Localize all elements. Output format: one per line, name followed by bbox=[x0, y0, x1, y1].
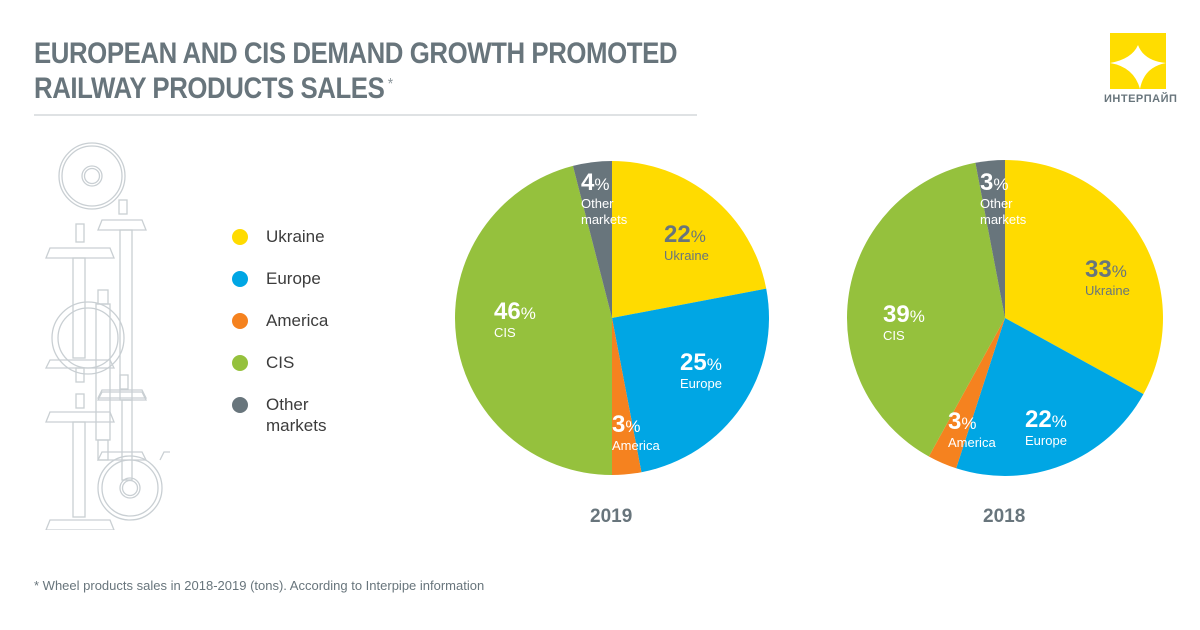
data-label-unit: % bbox=[909, 307, 925, 326]
legend-swatch-ukraine bbox=[232, 229, 248, 245]
data-label-unit: % bbox=[993, 175, 1009, 194]
legend-item-america: America bbox=[232, 310, 346, 352]
data-label-value: 39 bbox=[883, 301, 910, 328]
data-label-unit: % bbox=[690, 227, 706, 246]
data-label-category: Ukraine bbox=[664, 248, 709, 263]
data-label-category: CIS bbox=[883, 328, 905, 343]
pie-title-2018: 2018 bbox=[983, 506, 1026, 527]
data-label-category: CIS bbox=[494, 325, 516, 340]
title-line-2-text: RAILWAY PRODUCTS SALES bbox=[34, 72, 385, 105]
data-label-category: Europe bbox=[1025, 433, 1067, 448]
legend-item-other-markets: Other markets bbox=[232, 394, 346, 436]
data-label-category: America bbox=[948, 435, 996, 450]
data-label-category: Other markets bbox=[581, 196, 628, 227]
title-asterisk: * bbox=[387, 76, 393, 93]
data-label-value: 3 bbox=[948, 408, 962, 435]
data-label-unit: % bbox=[706, 355, 722, 374]
data-label-unit: % bbox=[1111, 262, 1127, 281]
interpipe-logo-icon bbox=[1110, 33, 1166, 89]
pie-2018-label-europe: 22% Europe bbox=[1025, 408, 1067, 449]
data-label-unit: % bbox=[594, 175, 610, 194]
legend-swatch-europe bbox=[232, 271, 248, 287]
pie-2018-slice-ukraine bbox=[1005, 160, 1163, 395]
legend-swatch-america bbox=[232, 313, 248, 329]
data-label-unit: % bbox=[520, 304, 536, 323]
legend-item-ukraine: Ukraine bbox=[232, 226, 346, 268]
data-label-unit: % bbox=[625, 417, 641, 436]
title-line-1: EUROPEAN AND CIS DEMAND GROWTH PROMOTED bbox=[34, 37, 678, 70]
data-label-unit: % bbox=[961, 414, 977, 433]
data-label-value: 4 bbox=[581, 169, 595, 196]
pie-2018-label-other-markets: 3% Other markets bbox=[980, 171, 1026, 228]
legend-swatch-cis bbox=[232, 355, 248, 371]
data-label-value: 33 bbox=[1085, 256, 1112, 283]
pie-2019-label-other-markets: 4% Other markets bbox=[581, 171, 627, 228]
data-label-value: 22 bbox=[664, 221, 691, 248]
chart-legend: Ukraine Europe America CIS Other markets bbox=[232, 226, 346, 436]
pie-2018-label-america: 3% America bbox=[948, 410, 996, 451]
pie-2019-label-cis: 46% CIS bbox=[494, 300, 536, 341]
data-label-category: Ukraine bbox=[1085, 283, 1130, 298]
data-label-unit: % bbox=[1051, 412, 1067, 431]
legend-label: Other markets bbox=[266, 395, 327, 435]
logo-text: ИНТЕРПАЙП bbox=[1104, 93, 1178, 105]
pie-2018-label-ukraine: 33% Ukraine bbox=[1085, 258, 1130, 299]
data-label-category: Other markets bbox=[980, 196, 1027, 227]
data-label-category: Europe bbox=[680, 376, 722, 391]
pie-2018-label-cis: 39% CIS bbox=[883, 303, 925, 344]
legend-label: Ukraine bbox=[266, 227, 325, 246]
pie-2019-label-america: 3% America bbox=[612, 413, 660, 454]
legend-label: Europe bbox=[266, 269, 321, 288]
data-label-category: America bbox=[612, 438, 660, 453]
legend-item-europe: Europe bbox=[232, 268, 346, 310]
data-label-value: 3 bbox=[612, 411, 626, 438]
pie-title-2019: 2019 bbox=[590, 506, 633, 527]
title-line-2: RAILWAY PRODUCTS SALES * bbox=[34, 71, 619, 106]
data-label-value: 46 bbox=[494, 298, 521, 325]
footnote: * Wheel products sales in 2018-2019 (ton… bbox=[34, 578, 485, 593]
legend-swatch-other-markets bbox=[232, 397, 248, 413]
legend-label: CIS bbox=[266, 353, 295, 372]
data-label-value: 3 bbox=[980, 169, 994, 196]
legend-label: America bbox=[266, 311, 329, 330]
data-label-value: 22 bbox=[1025, 406, 1052, 433]
legend-item-cis: CIS bbox=[232, 352, 346, 394]
pie-2019-label-ukraine: 22% Ukraine bbox=[664, 223, 709, 264]
pie-2019-label-europe: 25% Europe bbox=[680, 351, 722, 392]
pie-2018-slice-europe bbox=[956, 318, 1144, 476]
wheelset-illustration-icon bbox=[44, 142, 170, 530]
data-label-value: 25 bbox=[680, 349, 707, 376]
title-divider bbox=[34, 114, 697, 116]
page-title: EUROPEAN AND CIS DEMAND GROWTH PROMOTED … bbox=[34, 36, 678, 106]
